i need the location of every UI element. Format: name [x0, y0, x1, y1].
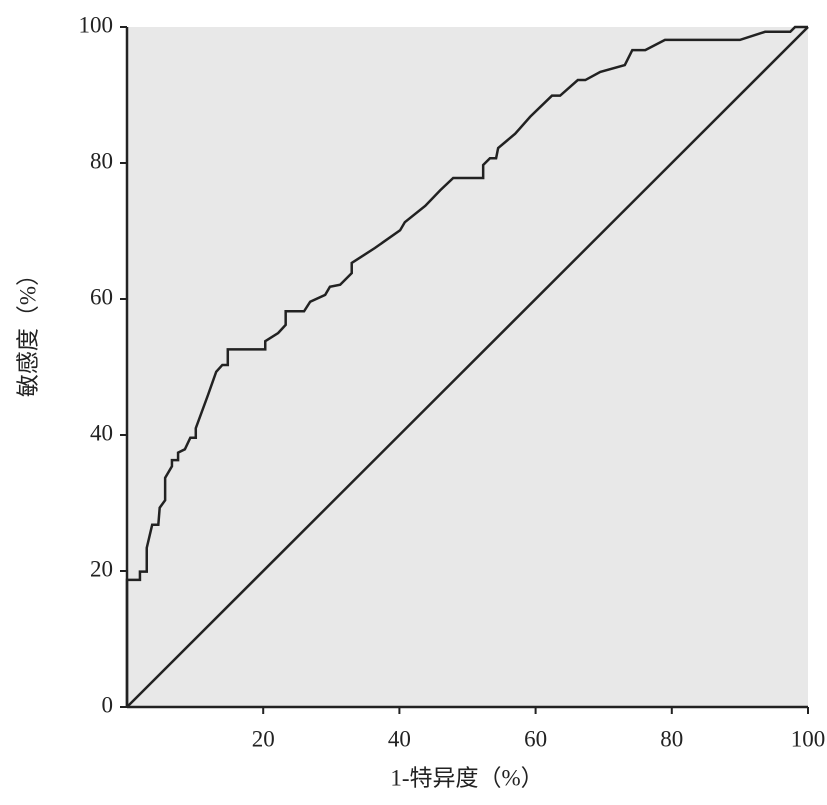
y-tick-label: 40 [90, 420, 113, 445]
y-axis-title: 敏感度（%） [15, 263, 40, 397]
x-axis-title: 1-特异度（%） [390, 765, 543, 790]
y-tick-label: 100 [79, 12, 114, 37]
x-tick-label: 80 [660, 726, 683, 751]
y-tick-label: 0 [102, 692, 114, 717]
x-tick-label: 100 [791, 726, 826, 751]
x-tick-label: 40 [388, 726, 411, 751]
y-tick-label: 80 [90, 148, 113, 173]
roc-line [126, 26, 809, 708]
x-tick-label: 20 [252, 726, 275, 751]
roc-line [125, 25, 808, 707]
y-tick-label: 20 [90, 556, 113, 581]
y-tick-label: 60 [90, 284, 113, 309]
x-tick-label: 60 [524, 726, 547, 751]
